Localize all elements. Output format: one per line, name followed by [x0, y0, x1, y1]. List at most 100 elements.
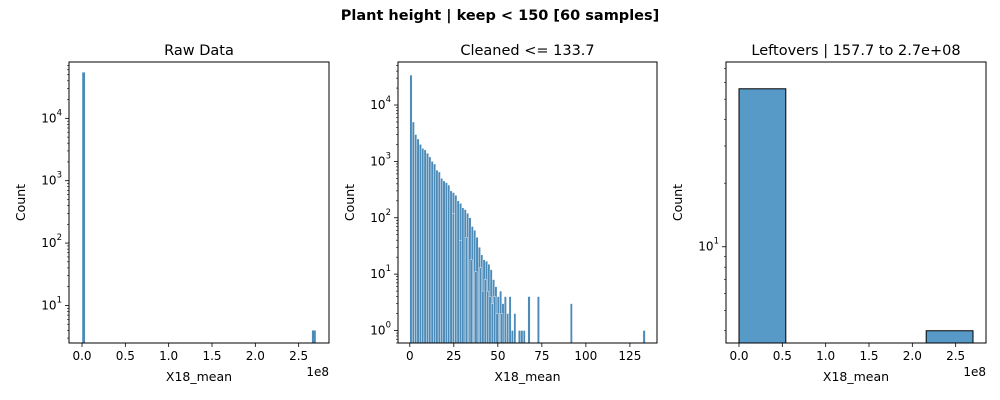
histogram-bar	[454, 195, 458, 344]
y-tick-label: 102	[370, 207, 391, 224]
histogram-bar	[490, 303, 494, 344]
x-tick-label: 0.5	[773, 349, 792, 363]
histogram-bar	[569, 303, 573, 344]
histogram-bar	[426, 152, 429, 344]
histogram-bar	[465, 237, 468, 344]
x-offset-label: 1e8	[306, 365, 329, 379]
histogram-bar	[495, 313, 499, 344]
axes-frame	[725, 61, 987, 344]
histogram-bar	[537, 296, 540, 344]
histogram-bar	[511, 330, 514, 344]
histogram-bar	[414, 134, 418, 344]
figure-title: Plant height | keep < 150 [60 samples]	[341, 8, 660, 24]
panel-leftovers: Leftovers | 157.7 to 2.7e+08 0.0 0.5 1.0 1.5…	[670, 43, 987, 384]
histogram-bar	[433, 163, 436, 344]
histogram-bar	[81, 71, 86, 344]
histogram-bar	[469, 259, 473, 344]
histogram-bar	[461, 207, 465, 344]
histogram-bar	[488, 296, 492, 344]
x-tick-label: 2.0	[903, 349, 922, 363]
panel-raw-data: Raw Data 0.0 0.5 1.0 1.5 2.0 2.5 101 102 103 104 X1…	[13, 43, 330, 384]
histogram-bar	[411, 121, 415, 344]
histogram-bar	[311, 330, 317, 344]
y-axis-label: Count	[342, 184, 357, 221]
y-tick-label: 101	[698, 236, 719, 253]
histogram-bar	[513, 313, 517, 344]
y-tick-label: 103	[41, 170, 62, 187]
histogram-bar	[518, 330, 521, 344]
histogram-bar	[447, 184, 451, 344]
x-axis-label: X18_mean	[494, 369, 560, 384]
x-tick-label: 2.5	[946, 349, 965, 363]
histogram-bar	[421, 148, 425, 344]
histogram-bar	[527, 296, 531, 344]
histogram-bar	[409, 74, 413, 344]
histogram-bar	[738, 88, 787, 344]
x-tick-label: 0.0	[72, 349, 91, 363]
histogram-bar	[503, 296, 507, 344]
y-tick-label: 104	[370, 95, 391, 112]
histogram-bar	[430, 161, 434, 344]
x-tick-label: 75	[534, 349, 549, 363]
x-tick-label: 1.5	[859, 349, 878, 363]
y-axis-label: Count	[13, 184, 28, 221]
histogram-bar	[435, 169, 439, 344]
histogram-bar	[481, 290, 485, 344]
y-tick-label: 100	[370, 320, 391, 337]
x-axis-label: X18_mean	[166, 369, 232, 384]
panel-cleaned: Cleaned <= 133.7 0 25 50 75 100 125 100 101 102 10…	[342, 43, 658, 384]
x-axis-label: X18_mean	[823, 369, 889, 384]
x-tick-label: 1.0	[159, 349, 178, 363]
y-axis-label: Count	[670, 184, 685, 221]
y-tick-label: 103	[370, 151, 391, 168]
histogram-bar	[452, 213, 455, 344]
x-offset-label: 1e8	[963, 365, 986, 379]
y-tick-label: 101	[370, 264, 391, 281]
histogram-bar	[428, 156, 432, 344]
y-tick-label: 101	[41, 295, 62, 312]
histogram-bar	[440, 178, 444, 344]
bars	[81, 71, 317, 344]
axes-frame	[68, 61, 330, 344]
axes-frame	[397, 61, 658, 344]
bars	[409, 74, 646, 344]
histogram-bar	[520, 330, 524, 344]
bars	[738, 88, 974, 344]
x-tick-label: 2.5	[289, 349, 308, 363]
x-tick-label: 1.0	[816, 349, 835, 363]
panel-title: Raw Data	[164, 43, 234, 59]
histogram-bar	[423, 149, 427, 344]
histogram-bar	[419, 144, 422, 344]
x-tick-label: 0.5	[116, 349, 135, 363]
panel-title: Cleaned <= 133.7	[460, 43, 594, 59]
histogram-bar	[416, 138, 420, 344]
histogram-bar	[474, 271, 478, 344]
histogram-bar	[486, 290, 490, 344]
histogram-bar	[437, 171, 441, 344]
panel-title: Leftovers | 157.7 to 2.7e+08	[751, 43, 960, 59]
y-tick-label: 102	[41, 233, 62, 250]
histogram-bar	[483, 279, 487, 344]
x-tick-label: 0.0	[729, 349, 748, 363]
x-tick-label: 2.0	[246, 349, 265, 363]
histogram-bar	[642, 330, 646, 344]
histogram-bar	[479, 267, 483, 344]
histogram-bar	[506, 313, 510, 344]
histogram-bar	[522, 330, 526, 344]
histogram-bar	[442, 180, 446, 344]
x-tick-label: 25	[446, 349, 461, 363]
x-tick-label: 125	[618, 349, 641, 363]
x-tick-label: 0	[406, 349, 414, 363]
histogram-bar	[444, 182, 448, 344]
histogram-bar	[449, 190, 453, 344]
histogram-bar	[456, 200, 460, 344]
histogram-bar	[493, 296, 497, 344]
histogram-bar	[925, 330, 974, 344]
x-tick-label: 50	[490, 349, 505, 363]
y-tick-label: 104	[41, 108, 62, 125]
histogram-bar	[500, 313, 504, 344]
histogram-bar	[508, 296, 512, 344]
x-tick-label: 1.5	[202, 349, 221, 363]
histogram-bar	[459, 239, 462, 344]
